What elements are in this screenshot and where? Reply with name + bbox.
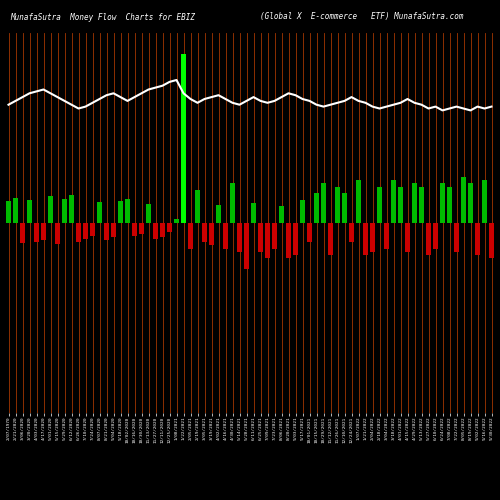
Bar [97,202,102,222]
Bar [160,222,165,236]
Bar [251,203,256,222]
Bar [167,222,172,232]
Bar [321,184,326,222]
Bar [419,186,424,222]
Bar [83,222,88,239]
Bar [391,180,396,222]
Bar [412,184,417,222]
Bar [489,222,494,258]
Bar [286,222,291,258]
Bar [181,54,186,222]
Bar [230,184,235,222]
Bar [454,222,459,252]
Bar [433,222,438,248]
Bar [118,201,123,222]
Text: (Global X  E-commerce   ETF) MunafaSutra.com: (Global X E-commerce ETF) MunafaSutra.co… [260,12,464,22]
Bar [216,205,221,222]
Bar [349,222,354,242]
Bar [314,193,319,222]
Bar [342,193,347,222]
Bar [188,222,193,248]
Bar [174,219,179,222]
Bar [265,222,270,258]
Bar [69,196,74,222]
Bar [27,200,32,222]
Bar [223,222,228,248]
Bar [90,222,95,236]
Bar [111,222,116,236]
Bar [209,222,214,246]
Bar [300,200,305,222]
Bar [62,198,67,222]
Bar [202,222,207,242]
Bar [468,184,473,222]
Bar [363,222,368,255]
Bar [6,201,11,222]
Bar [356,180,361,222]
Bar [335,186,340,222]
Bar [377,186,382,222]
Bar [272,222,277,248]
Bar [34,222,39,242]
Bar [293,222,298,255]
Bar [307,222,312,242]
Bar [279,206,284,222]
Bar [48,196,53,222]
Bar [76,222,81,242]
Bar [398,186,403,222]
Bar [475,222,480,255]
Bar [104,222,109,240]
Bar [328,222,333,255]
Bar [461,177,466,222]
Bar [405,222,410,252]
Bar [132,222,137,235]
Bar [139,222,144,234]
Bar [370,222,375,252]
Bar [384,222,389,248]
Bar [237,222,242,252]
Bar [125,198,130,222]
Bar [153,222,158,239]
Bar [55,222,60,244]
Bar [426,222,431,255]
Bar [195,190,200,222]
Bar [41,222,46,240]
Bar [258,222,263,252]
Bar [13,198,18,222]
Bar [244,222,249,268]
Bar [440,184,445,222]
Text: MunafaSutra  Money Flow  Charts for EBIZ: MunafaSutra Money Flow Charts for EBIZ [10,12,195,22]
Bar [482,180,487,222]
Bar [20,222,25,243]
Bar [447,186,452,222]
Bar [146,204,151,223]
